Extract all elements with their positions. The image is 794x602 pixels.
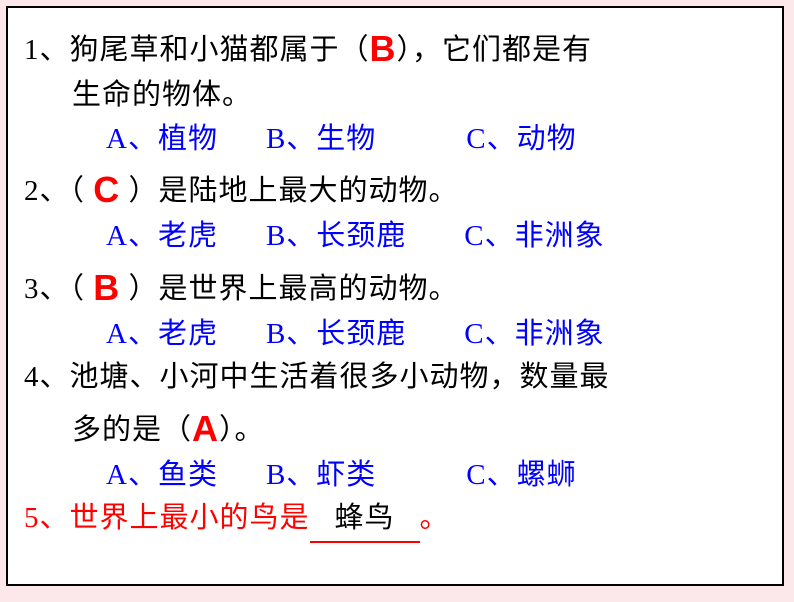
q4-line2: 多的是（A）。 [24,400,766,454]
q1-line1: 1、狗尾草和小猫都属于（B），它们都是有 [24,20,766,74]
q4-text-pre: 多的是（ [72,414,192,446]
q1-line2: 生命的物体。 [24,74,766,118]
q1-optA: A、植物 [106,123,218,155]
q2-text-pre: 2、（ [24,175,93,207]
q4-text-post: ）。 [219,414,265,446]
q2-optB: B、长颈鹿 [266,220,406,252]
q2-text-post: ）是陆地上最大的动物。 [120,175,458,207]
content-box: 1、狗尾草和小猫都属于（B），它们都是有 生命的物体。 A、植物B、生物C、动物… [6,6,784,586]
q5-text-pre: 5、世界上最小的鸟是 [24,502,310,534]
q5-blank: 蜂鸟 [310,497,420,543]
q5-text-post: 。 [420,502,450,534]
q5-answer: 蜂鸟 [335,502,395,534]
q3-optC: C、非洲象 [464,318,604,350]
q4-optA: A、鱼类 [106,459,218,491]
q5-line: 5、世界上最小的鸟是蜂鸟。 [24,497,766,543]
q2-optC: C、非洲象 [464,220,604,252]
q2-answer: C [93,169,120,210]
q4-answer: A [192,408,219,449]
q2-line1: 2、（ C ）是陆地上最大的动物。 [24,161,766,215]
q2-optA: A、老虎 [106,220,218,252]
q4-line1: 4、池塘、小河中生活着很多小动物，数量最 [24,356,766,400]
q3-answer: B [93,267,120,308]
q3-options: A、老虎 B、长颈鹿 C、非洲象 [24,313,766,357]
q1-text-post: ），它们都是有 [397,34,593,66]
q1-optB: B、生物 [266,123,376,155]
q3-text-pre: 3、（ [24,273,93,305]
q3-optA: A、老虎 [106,318,218,350]
q1-text-pre: 1、狗尾草和小猫都属于（ [24,34,370,66]
q1-answer: B [370,28,397,69]
q3-line1: 3、（ B ）是世界上最高的动物。 [24,259,766,313]
q3-optB: B、长颈鹿 [266,318,406,350]
q3-text-post: ）是世界上最高的动物。 [120,273,458,305]
q4-optB: B、虾类 [266,459,376,491]
q4-options: A、鱼类 B、虾类 C、螺蛳 [24,454,766,498]
q4-optC: C、螺蛳 [466,459,576,491]
q2-options: A、老虎 B、长颈鹿 C、非洲象 [24,215,766,259]
q1-optC: C、动物 [466,123,576,155]
q1-options: A、植物 B、生物 C、动物 [24,118,766,162]
